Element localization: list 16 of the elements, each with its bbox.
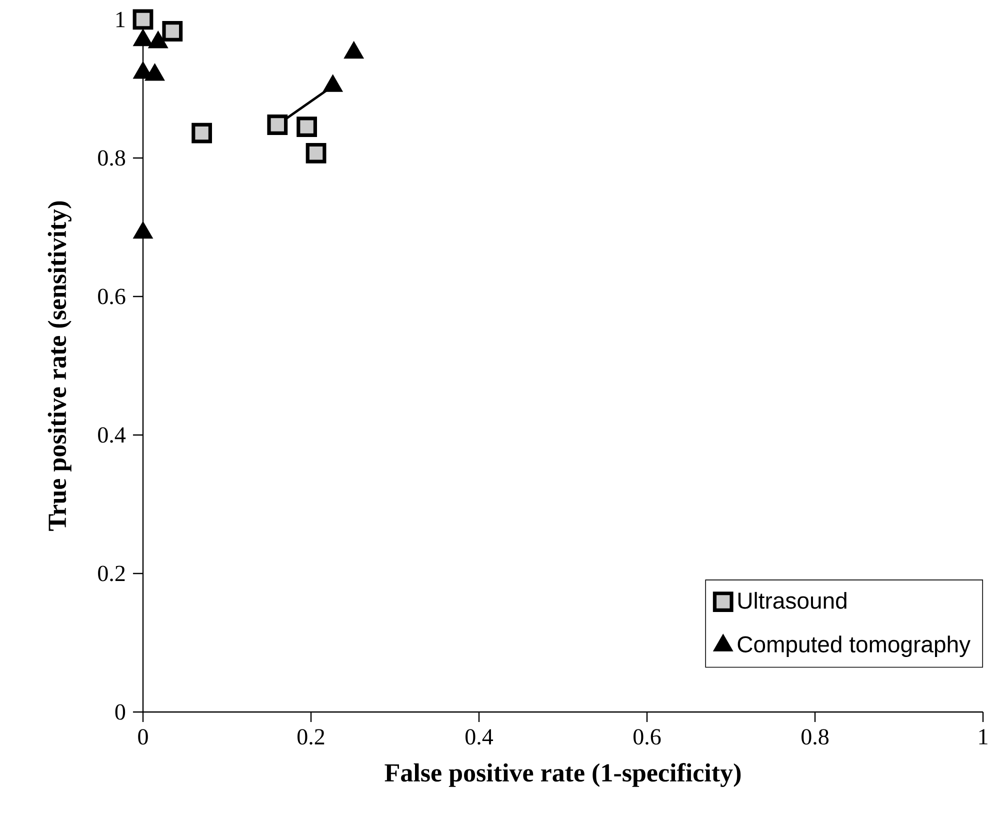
x-tick-label: 0.8 xyxy=(802,729,829,745)
legend-label: Ultrasound xyxy=(738,592,846,609)
x-tick-label: 1 xyxy=(979,729,988,744)
y-tick-label: 0.2 xyxy=(98,566,125,582)
x-tick-label: 0 xyxy=(138,729,148,745)
legend-label: Computed tomography xyxy=(738,636,971,658)
x-tick-label: 0.6 xyxy=(634,729,661,745)
y-tick-label: 0.6 xyxy=(98,288,126,304)
x-tick-label: 0.2 xyxy=(298,729,324,745)
x-axis-title: False positive rate (1-specificity) xyxy=(384,763,741,787)
y-tick-label: 0 xyxy=(115,704,126,720)
x-tick-label: 0.4 xyxy=(466,729,494,745)
y-axis-title: True positive rate (sensitivity) xyxy=(48,201,72,531)
y-tick-label: 0.4 xyxy=(98,427,126,443)
y-tick-label: 0.8 xyxy=(98,150,126,166)
y-tick-label: 1 xyxy=(116,12,125,28)
